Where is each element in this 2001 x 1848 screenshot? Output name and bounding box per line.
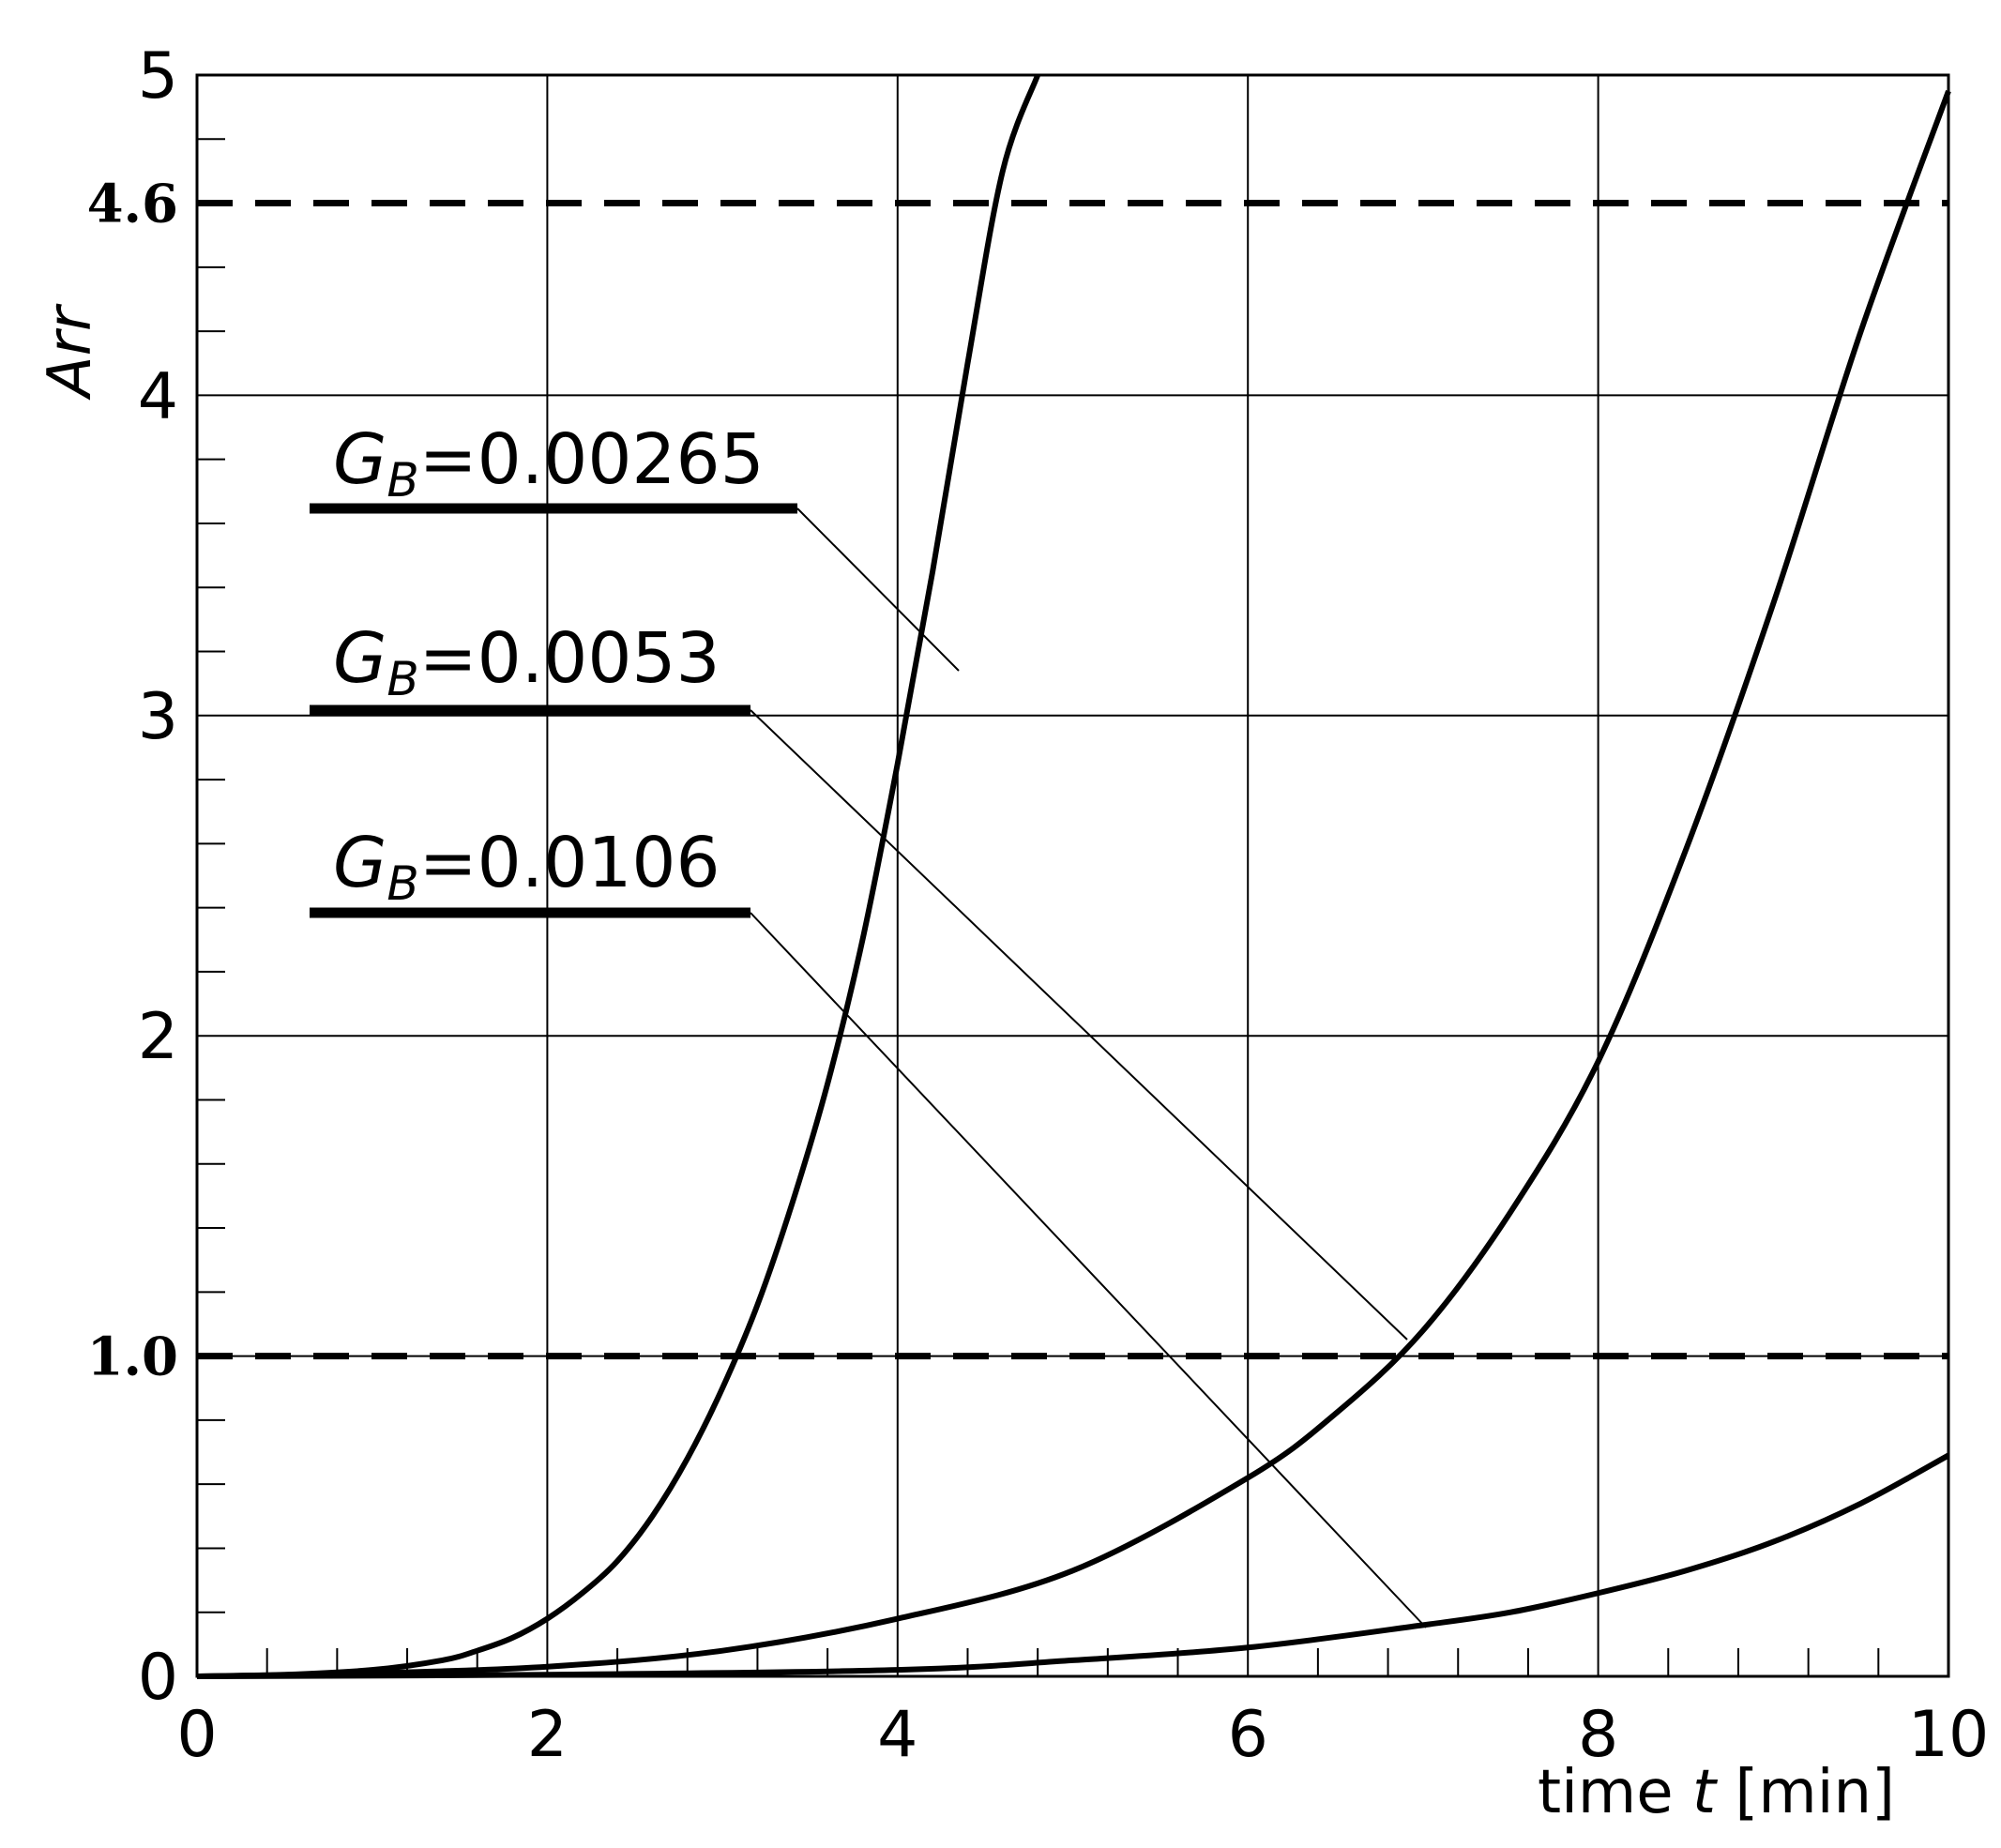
y-axis-label: Arr	[36, 303, 105, 401]
annotation-value: =0.0053	[419, 618, 720, 699]
annotation-subscript: B	[387, 453, 418, 507]
y-tick-label: 4	[138, 359, 178, 433]
plot-frame	[195, 73, 1950, 1678]
x-tick-label: 0	[176, 1698, 217, 1772]
series-annotation-3: GB=0.0106	[333, 823, 720, 911]
y-tick-label: 0	[138, 1641, 178, 1715]
reference-lines	[197, 200, 1948, 1360]
x-axis-label-prefix: time	[1538, 1758, 1692, 1827]
minor-ticks	[197, 138, 1880, 1676]
annotation-symbol: G	[333, 419, 387, 500]
y-tick-labels: 0 2 3 4 5	[138, 39, 178, 1715]
series-line-2	[196, 90, 1951, 1679]
series-annotation-1: GB=0.00265	[333, 419, 765, 507]
x-tick-label: 4	[877, 1698, 917, 1772]
x-axis-label-unit: [min]	[1716, 1758, 1895, 1827]
reference-line-label: 1.0	[87, 1326, 178, 1388]
annotation-subscript: B	[387, 856, 418, 911]
x-tick-label: 10	[1908, 1698, 1990, 1772]
reference-line-labels: 4.6 1.0	[87, 174, 178, 1388]
x-axis-label: time t [min]	[1538, 1758, 1895, 1827]
y-tick-label: 5	[138, 39, 178, 114]
annotation-leader	[750, 912, 1427, 1628]
annotation-leader-lines	[750, 507, 1427, 1628]
data-curves	[196, 73, 1951, 1679]
series-line-3	[196, 1452, 1950, 1679]
x-tick-label: 8	[1578, 1698, 1618, 1772]
annotation-leader	[796, 507, 960, 672]
series-annotation-2: GB=0.0053	[333, 618, 720, 706]
y-tick-label: 3	[138, 680, 178, 754]
annotation-subscript: B	[387, 652, 418, 706]
reference-line-label: 4.6	[87, 174, 178, 235]
x-tick-label: 2	[527, 1698, 568, 1772]
annotation-symbol: G	[333, 618, 387, 699]
x-tick-label: 6	[1228, 1698, 1268, 1772]
annotation-value: =0.0106	[419, 823, 720, 903]
x-axis-label-variable: t	[1692, 1758, 1719, 1827]
annotation-value: =0.00265	[419, 419, 765, 500]
x-tick-labels: 0 2 4 6 8 10	[176, 1698, 1989, 1772]
y-tick-label: 2	[138, 1000, 178, 1074]
annotation-symbol: G	[333, 823, 387, 903]
series-line-1	[196, 73, 1040, 1679]
annotation-leader	[750, 709, 1408, 1341]
